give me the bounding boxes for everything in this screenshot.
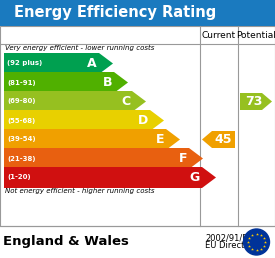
Text: F: F — [178, 152, 187, 165]
Text: Potential: Potential — [236, 30, 275, 39]
Bar — [0, 26, 275, 226]
Text: B: B — [103, 76, 112, 89]
Text: G: G — [190, 171, 200, 184]
Polygon shape — [4, 129, 180, 150]
Text: 2002/91/EC: 2002/91/EC — [205, 233, 253, 243]
Text: Energy Efficiency Rating: Energy Efficiency Rating — [14, 5, 217, 20]
Polygon shape — [4, 148, 203, 169]
Text: D: D — [138, 114, 148, 127]
Text: Current: Current — [202, 30, 236, 39]
Text: (39-54): (39-54) — [7, 136, 36, 142]
Text: Not energy efficient - higher running costs: Not energy efficient - higher running co… — [5, 188, 155, 194]
Text: (69-80): (69-80) — [7, 99, 35, 104]
Polygon shape — [202, 131, 235, 148]
Polygon shape — [4, 53, 113, 74]
Circle shape — [243, 229, 270, 255]
Text: (55-68): (55-68) — [7, 117, 35, 124]
Bar — [0, 0, 275, 26]
Text: (1-20): (1-20) — [7, 174, 31, 181]
Polygon shape — [4, 110, 164, 131]
Polygon shape — [4, 167, 216, 188]
Text: E: E — [155, 133, 164, 146]
Text: 73: 73 — [245, 95, 262, 108]
Text: (92 plus): (92 plus) — [7, 60, 42, 67]
Text: C: C — [121, 95, 130, 108]
Text: (21-38): (21-38) — [7, 156, 35, 162]
Text: EU Directive: EU Directive — [205, 241, 257, 251]
Polygon shape — [240, 93, 272, 110]
Polygon shape — [4, 72, 128, 93]
Text: 45: 45 — [215, 133, 232, 146]
Polygon shape — [4, 91, 146, 112]
Text: (81-91): (81-91) — [7, 79, 36, 85]
Text: England & Wales: England & Wales — [3, 236, 129, 248]
Text: A: A — [87, 57, 97, 70]
Text: Very energy efficient - lower running costs: Very energy efficient - lower running co… — [5, 45, 154, 51]
